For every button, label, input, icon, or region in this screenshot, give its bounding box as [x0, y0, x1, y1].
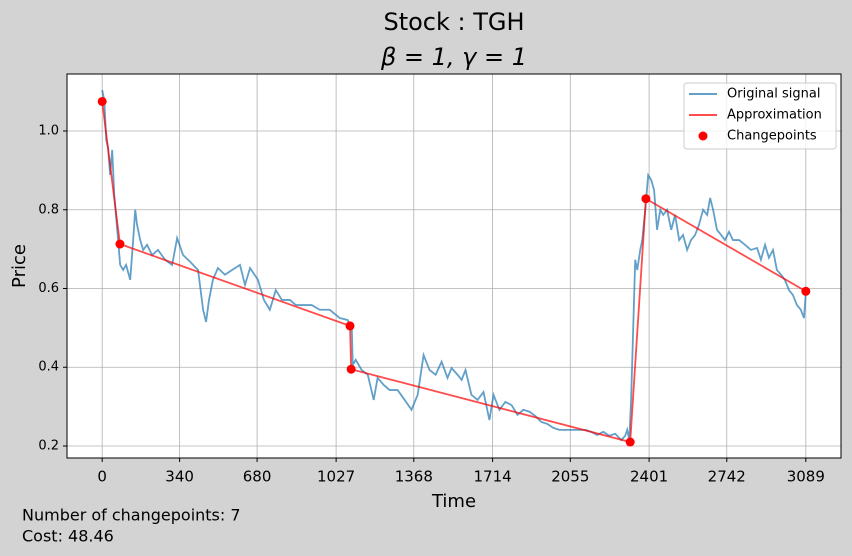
x-axis-label: Time [431, 491, 476, 512]
changepoint [641, 194, 651, 204]
series-line [101, 89, 807, 442]
legend-label: Approximation [727, 108, 822, 123]
y-tick-label: 1.0 [38, 124, 59, 139]
changepoint [801, 286, 811, 296]
x-tick-label: 1714 [474, 468, 512, 486]
x-tick-label: 2401 [630, 468, 668, 486]
changepoint [625, 437, 635, 447]
y-tick-label: 0.8 [38, 202, 59, 217]
chart-subtitle: β = 1, γ = 1 [380, 43, 527, 71]
chart-title: Stock : TGH [383, 8, 524, 36]
legend-marker [698, 131, 708, 141]
legend-box [683, 82, 837, 150]
x-tick-label: 3089 [787, 468, 825, 486]
legend-label: Changepoints [727, 129, 817, 144]
x-tick-label: 1027 [317, 468, 355, 486]
annotation: Number of changepoints: 7 [22, 506, 241, 525]
x-tick-label: 2742 [708, 468, 746, 486]
y-axis-label: Price [9, 244, 30, 288]
x-tick-label: 680 [243, 468, 272, 486]
legend: Original signal Approximation Changepoints [683, 82, 837, 150]
changepoint [345, 321, 355, 331]
x-tick-label: 1368 [395, 468, 433, 486]
legend-label: Original signal [727, 87, 820, 102]
marks [97, 89, 811, 447]
x-tick-label: 2055 [551, 468, 589, 486]
plot-frame [66, 73, 842, 459]
y-tick-label: 0.4 [38, 360, 59, 375]
x-tick-label: 340 [165, 468, 194, 486]
changepoint [346, 364, 356, 374]
y-tick-label: 0.6 [38, 281, 59, 296]
x-tick-label: 0 [97, 468, 107, 486]
y-tick-label: 0.2 [38, 438, 59, 453]
annotation: Cost: 48.46 [22, 527, 114, 546]
changepoint [97, 96, 107, 106]
changepoint [115, 239, 125, 249]
